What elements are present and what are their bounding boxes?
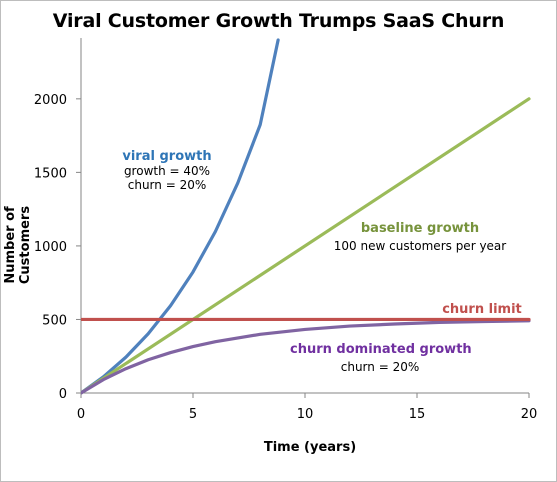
y-tick-label: 0	[59, 387, 67, 402]
y-tick-label: 2000	[34, 93, 67, 108]
x-tick-label: 15	[409, 407, 426, 422]
annotation-title: churn limit	[442, 302, 522, 317]
x-tick-label: 20	[521, 407, 538, 422]
annotation-viral-growth: viral growth growth = 40% churn = 20%	[112, 149, 222, 192]
annotation-baseline-growth: baseline growth 100 new customers per ye…	[325, 221, 515, 253]
chart-title: Viral Customer Growth Trumps SaaS Churn	[52, 10, 505, 32]
x-tick-label: 5	[189, 407, 197, 422]
x-tick-label: 10	[297, 407, 314, 422]
annotation-line: 100 new customers per year	[333, 239, 507, 253]
series-line-viral-growth	[81, 38, 280, 395]
x-axis-label: Time (years)	[263, 440, 357, 455]
annotation-title: baseline growth	[360, 221, 480, 236]
y-tick-label: 500	[42, 313, 67, 328]
annotation-title: churn dominated growth	[290, 342, 472, 357]
annotation-line: growth = 40%	[123, 164, 211, 178]
series-line-baseline-growth	[81, 97, 531, 395]
annotation-churn-dominated-growth: churn dominated growth churn = 20%	[290, 342, 472, 374]
annotation-line: churn = 20%	[340, 360, 420, 374]
y-tick-label: 1000	[34, 240, 67, 255]
y-tick-label: 1500	[34, 166, 67, 181]
annotation-line: churn = 20%	[127, 178, 207, 192]
annotation-title: viral growth	[122, 149, 212, 164]
annotation-churn-limit: churn limit	[432, 302, 532, 317]
series-line-churn-dominated-growth	[81, 319, 531, 395]
x-tick-label: 0	[77, 407, 85, 422]
